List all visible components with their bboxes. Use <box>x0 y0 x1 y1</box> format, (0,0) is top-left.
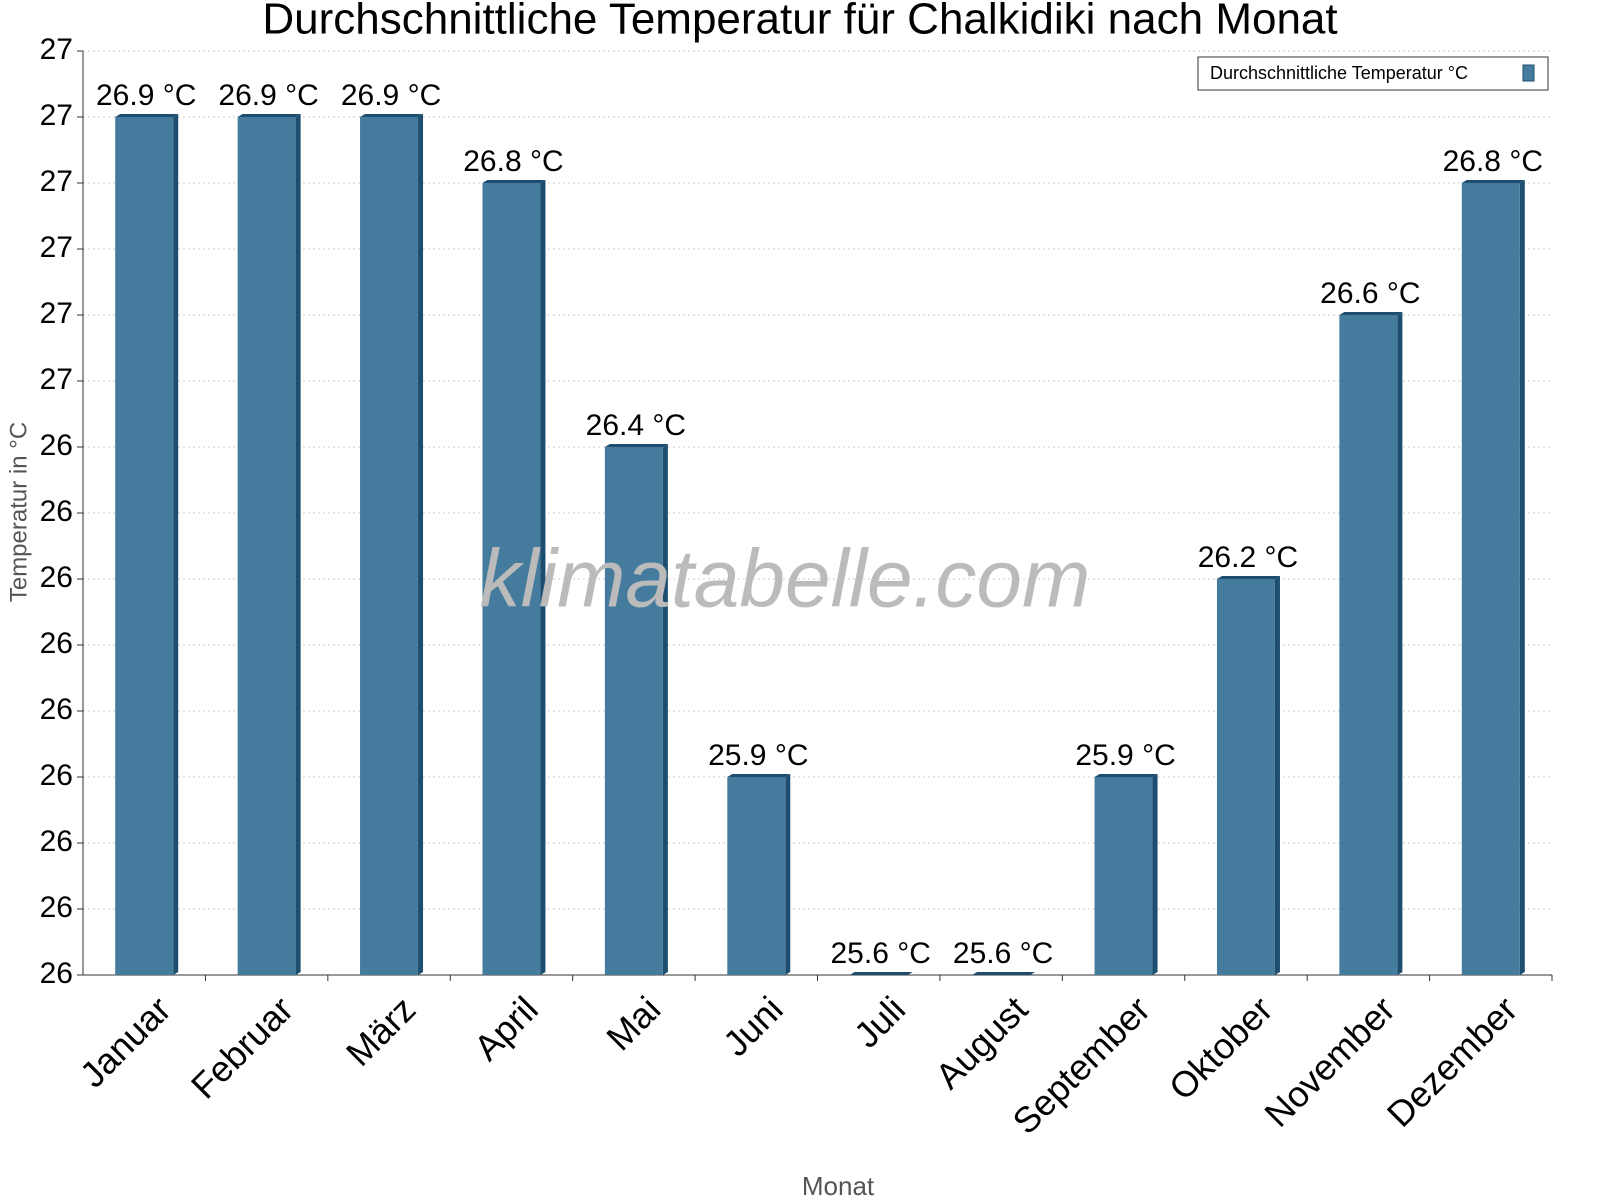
chart-title: Durchschnittliche Temperatur für Chalkid… <box>262 0 1337 44</box>
x-tick-label: Juni <box>715 988 791 1064</box>
bar-top <box>727 774 791 777</box>
x-tick-label: Februar <box>183 988 301 1106</box>
bar-side <box>1519 180 1525 975</box>
bar-side <box>540 180 546 975</box>
y-tick-label: 27 <box>40 363 73 396</box>
value-label: 26.9 °C <box>341 79 441 112</box>
bar-side <box>1152 774 1158 975</box>
bar-side <box>173 114 179 975</box>
bar <box>1461 183 1520 975</box>
bar <box>727 777 786 975</box>
y-tick-label: 26 <box>40 429 73 462</box>
x-tick-label: August <box>927 988 1035 1096</box>
bar-top <box>849 972 913 975</box>
value-label: 25.6 °C <box>831 937 931 970</box>
y-tick-label: 27 <box>40 165 73 198</box>
legend-label: Durchschnittliche Temperatur °C <box>1210 63 1468 83</box>
legend-swatch <box>1522 64 1535 82</box>
y-tick-label: 27 <box>40 99 73 132</box>
x-axis-title: Monat <box>802 1171 875 1200</box>
bar <box>115 117 174 975</box>
value-label: 26.2 °C <box>1198 541 1298 574</box>
bar-top <box>1339 312 1403 315</box>
bar <box>1216 579 1275 975</box>
bar <box>1339 315 1398 975</box>
bar-side <box>785 774 791 975</box>
y-tick-label: 27 <box>40 297 73 330</box>
bar <box>604 447 663 975</box>
y-tick-label: 27 <box>40 231 73 264</box>
bar <box>237 117 296 975</box>
y-tick-label: 26 <box>40 561 73 594</box>
bar-top <box>1216 576 1280 579</box>
bar <box>360 117 419 975</box>
y-tick-label: 26 <box>40 891 73 924</box>
bar <box>1094 777 1153 975</box>
value-label: 25.9 °C <box>1075 739 1175 772</box>
y-tick-label: 26 <box>40 759 73 792</box>
x-tick-label: Januar <box>72 988 179 1095</box>
bar-top <box>482 180 546 183</box>
value-label: 26.4 °C <box>586 409 686 442</box>
value-label: 25.6 °C <box>953 937 1053 970</box>
bar-side <box>418 114 424 975</box>
bar-top <box>1461 180 1525 183</box>
watermark: klimatabelle.com <box>480 534 1091 625</box>
y-axis-title: Temperatur in °C <box>5 422 32 602</box>
y-tick-label: 26 <box>40 957 73 990</box>
bar-top <box>604 444 668 447</box>
value-label: 26.6 °C <box>1320 277 1420 310</box>
x-tick-label: März <box>338 988 424 1074</box>
x-tick-label: Mai <box>598 988 668 1058</box>
y-tick-label: 26 <box>40 495 73 528</box>
bar-side <box>1397 312 1403 975</box>
value-label: 25.9 °C <box>708 739 808 772</box>
bar-side <box>662 444 668 975</box>
bar-side <box>295 114 301 975</box>
y-tick-label: 27 <box>40 33 73 66</box>
x-tick-label: Dezember <box>1379 988 1525 1134</box>
value-label: 26.9 °C <box>218 79 318 112</box>
bar-top <box>360 114 424 117</box>
x-tick-label: November <box>1256 988 1402 1134</box>
value-label: 26.8 °C <box>1443 145 1543 178</box>
x-tick-label: Oktober <box>1161 988 1281 1108</box>
bar-top <box>115 114 179 117</box>
bar-top <box>237 114 301 117</box>
bar-top <box>1094 774 1158 777</box>
legend-box <box>1197 56 1549 91</box>
bar-top <box>972 972 1036 975</box>
bar-side <box>1274 576 1280 975</box>
y-tick-label: 26 <box>40 693 73 726</box>
x-tick-label: April <box>466 988 546 1068</box>
value-label: 26.9 °C <box>96 79 196 112</box>
value-label: 26.8 °C <box>463 145 563 178</box>
bar <box>482 183 541 975</box>
x-tick-label: Juli <box>846 988 913 1055</box>
y-tick-label: 26 <box>40 825 73 858</box>
y-tick-label: 26 <box>40 627 73 660</box>
